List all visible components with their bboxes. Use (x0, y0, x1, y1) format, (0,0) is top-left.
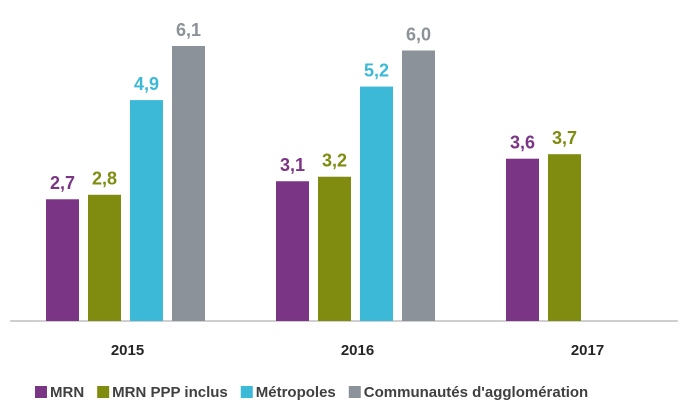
legend-swatch (348, 386, 361, 398)
bar (172, 46, 205, 321)
value-label: 4,9 (134, 74, 159, 94)
legend-swatch (97, 386, 110, 398)
bar (318, 176, 351, 321)
bar (548, 154, 581, 321)
value-label: 3,7 (552, 128, 577, 148)
bar (88, 194, 121, 321)
bar (360, 86, 393, 322)
legend-label: MRN (50, 384, 84, 401)
value-label: 3,2 (322, 150, 347, 170)
bar (130, 100, 163, 321)
legend-label: Métropoles (256, 384, 336, 401)
bar (276, 181, 309, 321)
value-label: 2,8 (92, 169, 117, 189)
value-label: 3,1 (280, 155, 305, 175)
value-label: 3,6 (510, 132, 535, 152)
bar (506, 158, 539, 321)
legend-label: Communautés d'agglomération (364, 384, 588, 401)
legend-label: MRN PPP inclus (112, 384, 228, 401)
value-label: 6,1 (176, 20, 201, 40)
x-tick-label: 2016 (341, 342, 374, 359)
x-tick-label: 2017 (571, 342, 604, 359)
bar (46, 199, 79, 321)
bar (402, 50, 435, 321)
value-label: 6,0 (406, 24, 431, 44)
value-label: 2,7 (50, 173, 75, 193)
value-label: 5,2 (364, 60, 389, 80)
x-tick-label: 2015 (111, 342, 144, 359)
legend-swatch (240, 386, 253, 398)
legend-swatch (35, 386, 47, 398)
